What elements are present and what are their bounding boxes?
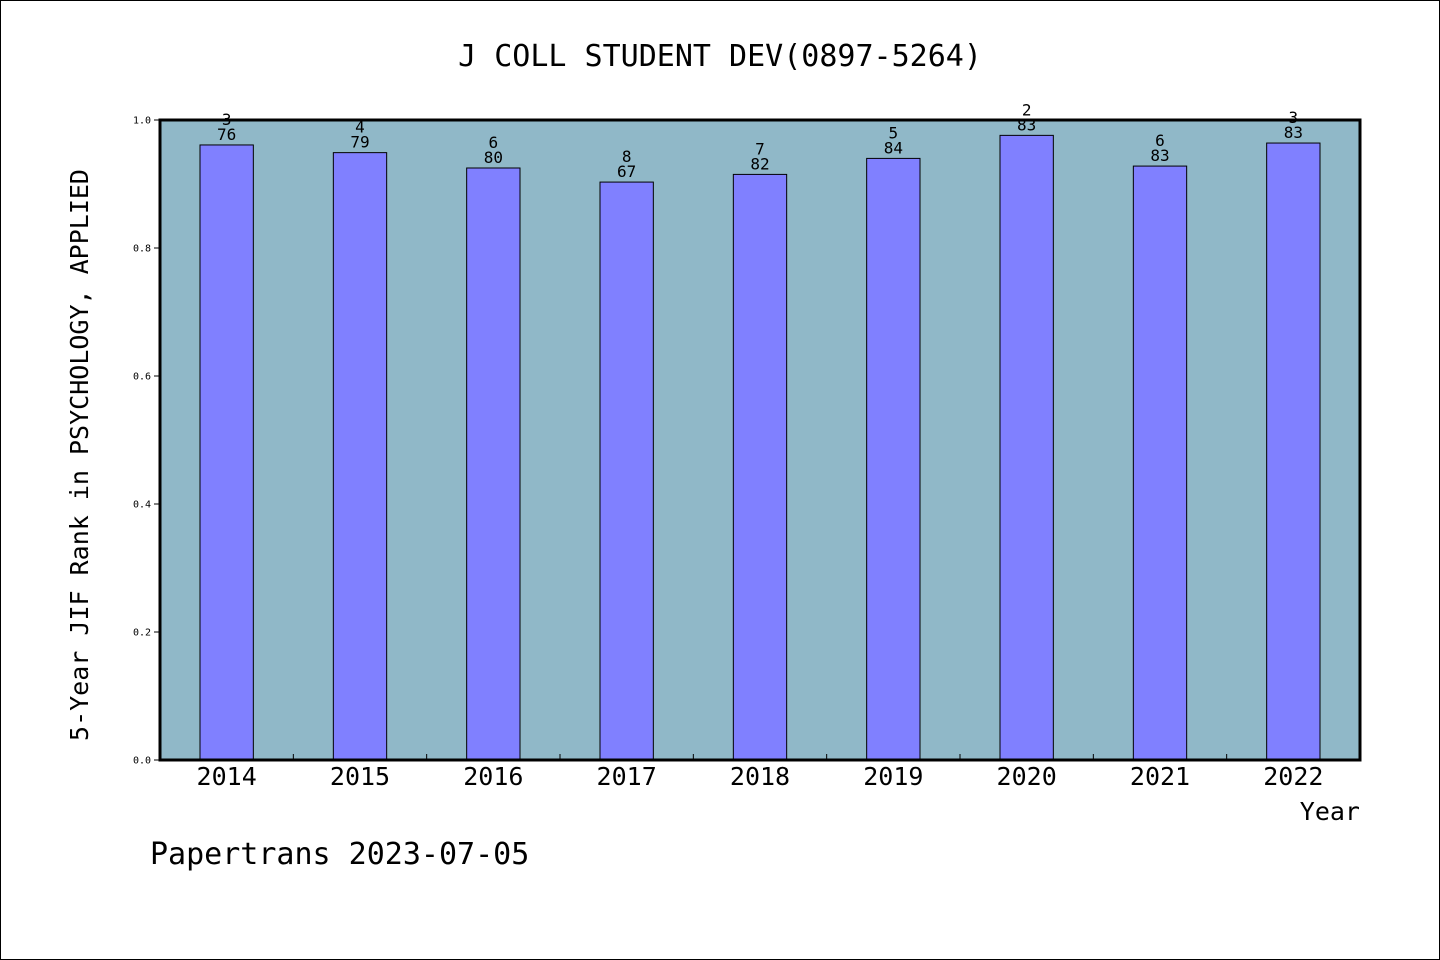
bar-2017 (599, 181, 654, 761)
y-tick-label-0.6: 0.6 (133, 372, 151, 383)
bar-2019 (866, 157, 921, 761)
bar-2014 (199, 144, 254, 761)
x-tick-label-2015: 2015 (330, 762, 390, 791)
x-tick-label-2019: 2019 (863, 762, 923, 791)
chart-title: J COLL STUDENT DEV(0897-5264) (458, 39, 982, 74)
bar-2022 (1266, 142, 1321, 761)
x-tick-label-2017: 2017 (597, 762, 657, 791)
x-tick-label-2020: 2020 (997, 762, 1057, 791)
bar-total-label-2021: 83 (1150, 146, 1169, 165)
bar-total-label-2019: 84 (884, 138, 903, 157)
bar-total-label-2016: 80 (484, 148, 503, 167)
bar-rank-label-2017: 8 (622, 147, 632, 166)
bar-rank-label-2018: 7 (755, 139, 765, 158)
x-tick-label-2018: 2018 (730, 762, 790, 791)
bar-total-label-2018: 82 (750, 154, 769, 173)
bar-rank-label-2020: 2 (1022, 100, 1032, 119)
bar-2016 (466, 167, 521, 761)
bar-2021 (1132, 165, 1188, 761)
plot-border (158, 118, 1362, 762)
x-tick-label-2021: 2021 (1130, 762, 1190, 791)
y-tick-label-1.0: 1.0 (133, 116, 151, 127)
y-axis: 0.0 0.2 0.4 0.6 0.8 1.0 (133, 116, 160, 767)
bar-total-label-2014: 76 (217, 125, 236, 144)
bar-rank-label-2015: 4 (355, 118, 365, 137)
x-axis: 2014 2015 2016 2017 2018 2019 2020 2021 2022 (197, 754, 1323, 791)
bar-2015 (332, 152, 388, 761)
bar-rank-label-2022: 3 (1289, 108, 1299, 127)
y-tick-label-0.0: 0.0 (133, 756, 151, 767)
y-tick-label-0.4: 0.4 (133, 500, 151, 511)
x-tick-label-2014: 2014 (197, 762, 257, 791)
bar-2020 (999, 134, 1054, 761)
footer-text: Papertrans 2023-07-05 (150, 837, 529, 872)
x-tick-label-2022: 2022 (1263, 762, 1323, 791)
bar-total-label-2015: 79 (350, 133, 369, 152)
y-axis-label: 5-Year JIF Rank in PSYCHOLOGY, APPLIED (65, 169, 94, 741)
bars-group (199, 134, 1321, 761)
bar-total-label-2022: 83 (1284, 123, 1303, 142)
y-tick-label-0.8: 0.8 (133, 244, 151, 255)
bar-2018 (732, 173, 788, 761)
x-axis-label: Year (1300, 797, 1360, 826)
bar-total-label-2020: 83 (1017, 115, 1036, 134)
x-tick-label-2016: 2016 (463, 762, 523, 791)
bar-rank-label-2016: 6 (489, 133, 499, 152)
bar-rank-label-2019: 5 (889, 123, 899, 142)
bar-rank-label-2021: 6 (1155, 131, 1165, 150)
bar-total-label-2017: 67 (617, 162, 636, 181)
y-tick-label-0.2: 0.2 (133, 628, 151, 639)
